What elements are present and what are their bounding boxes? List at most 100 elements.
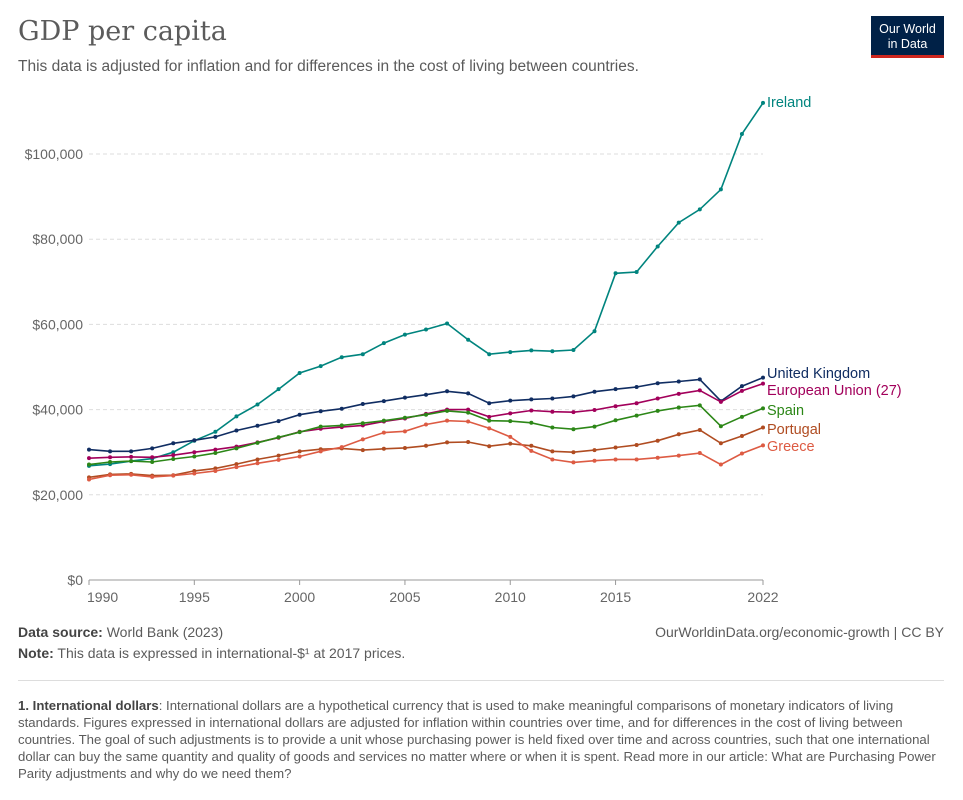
data-point[interactable] [87, 477, 91, 482]
data-point[interactable] [739, 414, 744, 419]
data-point[interactable] [381, 341, 386, 346]
data-point[interactable] [445, 440, 450, 445]
data-point[interactable] [529, 397, 534, 402]
data-point[interactable] [676, 432, 681, 437]
data-point[interactable] [171, 450, 176, 455]
series-label[interactable]: Ireland [767, 95, 811, 111]
data-point[interactable] [87, 456, 91, 461]
data-point[interactable] [213, 429, 218, 434]
data-point[interactable] [150, 459, 155, 464]
data-point[interactable] [213, 451, 218, 456]
data-point[interactable] [697, 403, 702, 408]
data-point[interactable] [360, 448, 365, 453]
data-point[interactable] [529, 408, 534, 413]
data-point[interactable] [129, 454, 134, 459]
data-point[interactable] [634, 270, 639, 275]
data-point[interactable] [402, 445, 407, 450]
data-point[interactable] [697, 428, 702, 433]
data-point[interactable] [360, 437, 365, 442]
data-point[interactable] [487, 352, 492, 357]
data-point[interactable] [508, 398, 513, 403]
data-point[interactable] [424, 443, 428, 448]
data-point[interactable] [634, 413, 639, 418]
data-point[interactable] [424, 422, 428, 427]
data-point[interactable] [108, 449, 113, 454]
data-point[interactable] [761, 375, 765, 380]
data-point[interactable] [255, 440, 260, 445]
data-point[interactable] [402, 429, 407, 434]
data-point[interactable] [634, 401, 639, 406]
data-point[interactable] [339, 445, 344, 450]
data-point[interactable] [129, 472, 134, 477]
data-point[interactable] [255, 423, 260, 428]
data-point[interactable] [318, 409, 323, 414]
data-point[interactable] [676, 453, 681, 458]
data-point[interactable] [276, 419, 281, 424]
data-point[interactable] [466, 419, 471, 424]
data-point[interactable] [487, 401, 492, 406]
data-point[interactable] [213, 468, 218, 473]
credit-link[interactable]: OurWorldinData.org/economic-growth | CC … [655, 624, 944, 640]
data-point[interactable] [697, 377, 702, 382]
data-point[interactable] [171, 473, 176, 478]
data-point[interactable] [508, 419, 513, 424]
data-point[interactable] [761, 100, 765, 105]
data-point[interactable] [571, 347, 576, 352]
data-point[interactable] [297, 430, 302, 435]
data-point[interactable] [550, 425, 555, 430]
data-point[interactable] [150, 446, 155, 451]
data-point[interactable] [234, 465, 239, 470]
data-point[interactable] [655, 455, 660, 460]
data-point[interactable] [571, 460, 576, 465]
series-line[interactable] [88, 102, 764, 467]
data-point[interactable] [318, 364, 323, 369]
data-point[interactable] [739, 384, 744, 389]
data-point[interactable] [150, 455, 155, 460]
data-point[interactable] [171, 457, 176, 462]
data-point[interactable] [613, 387, 618, 392]
data-point[interactable] [571, 427, 576, 432]
data-point[interactable] [718, 462, 723, 467]
data-point[interactable] [697, 207, 702, 212]
data-point[interactable] [739, 388, 744, 393]
data-point[interactable] [234, 428, 239, 433]
data-point[interactable] [339, 406, 344, 411]
data-point[interactable] [108, 459, 113, 464]
data-point[interactable] [508, 411, 513, 416]
data-point[interactable] [592, 424, 597, 429]
data-point[interactable] [655, 381, 660, 386]
data-point[interactable] [550, 457, 555, 462]
data-point[interactable] [466, 439, 471, 444]
series-label[interactable]: United Kingdom [767, 366, 870, 382]
data-point[interactable] [676, 379, 681, 384]
data-point[interactable] [508, 434, 513, 439]
data-point[interactable] [739, 451, 744, 456]
data-point[interactable] [129, 449, 134, 454]
data-point[interactable] [529, 348, 534, 353]
data-point[interactable] [550, 396, 555, 401]
data-point[interactable] [402, 395, 407, 400]
data-point[interactable] [487, 444, 492, 449]
data-point[interactable] [381, 430, 386, 435]
data-point[interactable] [571, 450, 576, 455]
data-point[interactable] [592, 458, 597, 463]
data-point[interactable] [718, 399, 723, 404]
data-point[interactable] [529, 420, 534, 425]
data-point[interactable] [592, 408, 597, 413]
data-point[interactable] [592, 329, 597, 334]
data-point[interactable] [171, 441, 176, 446]
data-point[interactable] [213, 434, 218, 439]
data-point[interactable] [529, 443, 534, 448]
data-point[interactable] [592, 448, 597, 453]
data-point[interactable] [592, 389, 597, 394]
data-point[interactable] [655, 396, 660, 401]
data-point[interactable] [424, 327, 428, 332]
data-point[interactable] [718, 441, 723, 446]
data-point[interactable] [613, 457, 618, 462]
data-point[interactable] [234, 462, 239, 467]
series-greece[interactable] [87, 418, 765, 482]
data-point[interactable] [276, 387, 281, 392]
data-point[interactable] [613, 445, 618, 450]
data-point[interactable] [318, 424, 323, 429]
data-point[interactable] [108, 455, 113, 460]
